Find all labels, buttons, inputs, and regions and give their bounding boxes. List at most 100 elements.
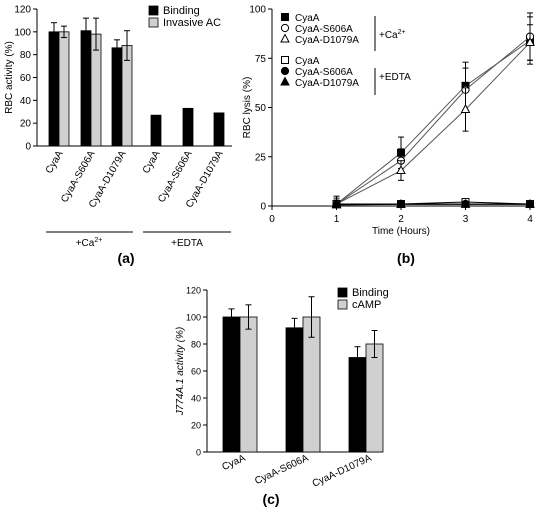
bar: [58, 31, 70, 147]
legend-marker: [280, 76, 290, 86]
error-bar: [245, 304, 252, 330]
legend-swatch: [148, 17, 159, 28]
legend-group-ca: +Ca2+: [379, 29, 406, 41]
series-path: [336, 40, 531, 205]
x-axis-title: Time (Hours): [372, 226, 430, 237]
y-tick-label: 120: [186, 286, 201, 296]
x-tick-label: CyaA: [44, 149, 66, 176]
series-line: [331, 198, 535, 209]
y-tick-label: 40: [20, 96, 32, 107]
legend-label: Binding: [163, 5, 200, 17]
legend-marker: [281, 13, 289, 21]
y-tick-label: 60: [191, 367, 201, 377]
y-tick-label: 100: [14, 27, 31, 38]
legend-label: CyaA: [295, 56, 320, 67]
legend-swatch: [337, 287, 348, 298]
legend-label: CyaA-D1079A: [295, 35, 359, 46]
bar: [182, 107, 194, 147]
y-axis-title: J774A.1 activity (%): [175, 327, 186, 416]
y-tick-label: 0: [25, 142, 31, 153]
error-bar: [371, 330, 378, 358]
error-bar: [354, 346, 361, 369]
y-tick-label: 20: [20, 119, 32, 130]
x-tick-label: CyaA: [141, 149, 163, 176]
data-point: [396, 164, 406, 175]
legend-label: CyaA-S606A: [295, 67, 353, 78]
y-axis-title: RBC lysis (%): [242, 77, 253, 139]
panel-b-line-chart: 0 25 50 75 100 0 1 2 3 4 RBC lysis (%) Time (Hours)…: [242, 5, 535, 266]
bar: [48, 31, 60, 147]
error-bar: [124, 30, 130, 61]
data-point: [396, 198, 406, 208]
error-bar: [114, 39, 120, 57]
legend-label: Binding: [352, 287, 389, 299]
bar: [90, 33, 102, 147]
bar: [222, 316, 241, 453]
error-bar: [93, 17, 99, 51]
y-tick-label: 100: [186, 313, 201, 323]
panel-label: (a): [117, 250, 134, 266]
bar: [285, 327, 304, 453]
error-bar: [83, 17, 89, 44]
group-label-ca: +Ca2+: [76, 237, 103, 249]
legend-label: Invasive AC: [163, 17, 221, 29]
bar: [213, 112, 225, 147]
legend-swatch: [148, 5, 159, 16]
y-tick-label: 0: [196, 448, 201, 458]
y-tick-label: 20: [191, 421, 201, 431]
legend: CyaACyaA-S606ACyaA-D1079ACyaACyaA-S606AC…: [280, 13, 411, 95]
x-tick-label: CyaA-D1079A: [311, 453, 374, 490]
y-tick-label: 60: [20, 73, 32, 84]
y-tick-label: 75: [255, 54, 267, 65]
data-point: [460, 198, 471, 208]
x-tick-label: 4: [527, 214, 533, 225]
y-axis-title: RBC activity (%): [4, 41, 15, 114]
legend-marker: [280, 23, 290, 33]
y-tick-label: 100: [249, 5, 266, 16]
data-point: [525, 36, 535, 46]
y-tick-label: 80: [20, 50, 32, 61]
series-line: [332, 12, 535, 209]
x-tick-label: 3: [463, 214, 469, 225]
bar: [111, 47, 123, 147]
legend-label: CyaA: [295, 13, 320, 24]
error-bar: [308, 296, 315, 338]
data-point: [525, 198, 535, 208]
series-path: [336, 36, 531, 205]
bar: [150, 114, 162, 147]
x-tick-label: CyaA: [220, 453, 247, 473]
panel-label: (b): [397, 250, 415, 266]
x-tick-label: 1: [334, 214, 340, 225]
data-point: [460, 103, 471, 113]
error-bar: [291, 317, 298, 338]
series-path: [336, 42, 531, 205]
error-bar: [61, 25, 67, 39]
legend-label: CyaA-S606A: [295, 24, 353, 35]
y-tick-label: 80: [191, 340, 201, 350]
y-tick-label: 25: [255, 152, 267, 163]
data-point: [331, 199, 342, 209]
series-line: [331, 24, 535, 208]
panel-label: (c): [262, 491, 279, 507]
legend-swatch: [337, 299, 348, 310]
legend-marker: [280, 66, 290, 76]
y-tick-label: 0: [260, 202, 266, 213]
bar: [239, 316, 258, 453]
bar: [348, 357, 367, 453]
x-tick-label: CyaA-S606A: [253, 453, 310, 488]
group-label-edta: +EDTA: [171, 238, 203, 249]
bar: [365, 343, 384, 453]
y-tick-label: 40: [191, 394, 201, 404]
legend-marker: [280, 33, 290, 43]
error-bar: [51, 22, 57, 42]
legend-marker: [281, 56, 289, 64]
y-tick-label: 50: [255, 103, 267, 114]
bar: [80, 30, 92, 147]
x-tick-label: 2: [398, 214, 404, 225]
x-tick-label: 0: [269, 214, 275, 225]
series-line: [332, 16, 534, 209]
